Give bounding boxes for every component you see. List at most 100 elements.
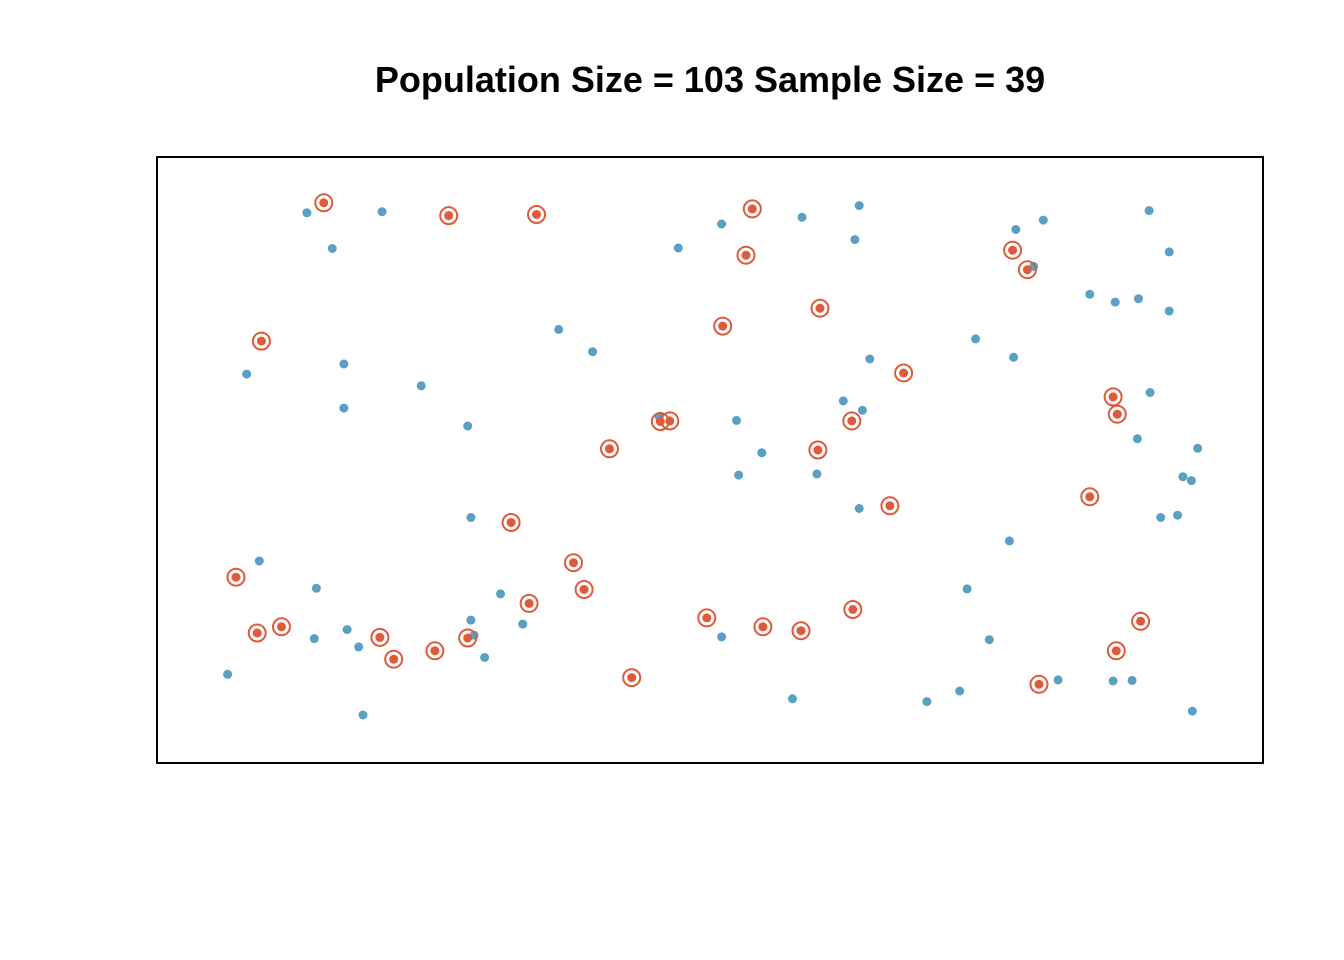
sample-dot <box>655 417 665 426</box>
population-point <box>1011 225 1021 234</box>
sample-point <box>1106 641 1126 661</box>
sample-dot <box>813 445 823 455</box>
population-point <box>757 448 767 458</box>
sample-dot <box>847 416 857 426</box>
sample-point <box>1017 260 1037 280</box>
sample-dot <box>1108 392 1118 402</box>
sample-dot <box>702 613 712 623</box>
sample-dot <box>815 303 825 313</box>
population-point <box>311 583 321 593</box>
sample-dot <box>506 518 516 527</box>
sample-point <box>736 245 756 265</box>
population-point <box>518 619 528 629</box>
sample-dot <box>758 622 768 632</box>
sample-ring <box>697 608 717 628</box>
population-series <box>223 201 1203 720</box>
population-point <box>1132 434 1142 444</box>
population-point <box>254 556 264 566</box>
population-point <box>717 632 727 642</box>
sample-point <box>894 363 914 383</box>
sample-dot <box>463 633 473 643</box>
sample-point <box>660 411 680 431</box>
population-point <box>1164 306 1174 316</box>
population-point <box>1144 206 1154 216</box>
population-point <box>1187 706 1197 716</box>
sample-point <box>1029 674 1049 694</box>
population-point <box>971 334 981 344</box>
population-point <box>962 584 972 594</box>
population-point <box>1108 676 1118 686</box>
population-point <box>463 421 473 431</box>
sample-ring <box>1103 387 1123 407</box>
sample-ring <box>894 363 914 383</box>
sample-dot <box>899 368 909 378</box>
sample-ring <box>810 298 830 318</box>
population-point <box>865 354 875 364</box>
sample-dot <box>718 321 728 331</box>
sample-point <box>247 623 267 643</box>
sample-dot <box>1085 492 1095 502</box>
population-point <box>480 653 490 662</box>
sample-dot <box>389 654 399 664</box>
sample-ring <box>1107 404 1127 424</box>
population-point <box>554 324 564 334</box>
sample-point <box>742 199 762 219</box>
sample-dot <box>1034 679 1044 689</box>
population-point <box>1004 536 1014 546</box>
population-point <box>1009 352 1019 362</box>
sample-ring <box>742 199 762 219</box>
sample-point <box>880 496 900 516</box>
sample-point <box>384 649 404 669</box>
sample-dot <box>430 646 440 656</box>
sample-ring <box>314 193 334 213</box>
population-point <box>302 208 312 218</box>
sample-dot <box>627 673 637 683</box>
sample-ring <box>791 621 811 641</box>
sample-point <box>272 617 291 637</box>
sample-point <box>791 621 811 641</box>
population-point <box>854 201 864 211</box>
sample-dot <box>319 198 329 208</box>
sample-point <box>843 600 863 619</box>
sample-ring <box>1003 240 1023 260</box>
sample-dot <box>256 336 266 346</box>
sample-ring <box>251 331 271 351</box>
sample-ring <box>458 628 478 648</box>
population-point <box>377 207 387 217</box>
sample-dot <box>605 444 614 454</box>
sample-point <box>370 627 390 647</box>
population-point <box>1173 510 1183 520</box>
plot-frame <box>156 156 1264 764</box>
sample-dot <box>231 572 241 582</box>
population-point <box>1193 443 1203 453</box>
population-point <box>984 635 994 645</box>
sample-dot <box>1008 245 1018 255</box>
sample-dot <box>532 210 541 219</box>
sample-point <box>574 580 594 599</box>
sample-dot <box>252 628 262 638</box>
population-point <box>922 697 932 707</box>
population-point <box>1110 297 1120 307</box>
population-point <box>797 212 807 222</box>
sample-point <box>439 206 459 226</box>
sample-ring <box>1029 674 1049 694</box>
sample-dot <box>375 632 385 642</box>
sample-ring <box>736 245 756 265</box>
population-point <box>1164 247 1174 257</box>
sample-ring <box>753 617 773 637</box>
sample-dot <box>885 501 895 511</box>
sample-point <box>810 298 830 318</box>
sample-ring <box>622 668 642 688</box>
population-point <box>1127 675 1137 685</box>
sample-ring <box>439 206 459 226</box>
population-point <box>673 243 683 253</box>
sample-dot <box>796 626 806 636</box>
population-point <box>1134 294 1143 304</box>
sample-ring <box>713 316 733 336</box>
sample-point <box>527 205 546 224</box>
chart-title: Population Size = 103 Sample Size = 39 <box>375 59 1045 100</box>
sample-dot <box>848 605 858 614</box>
sample-dot <box>1022 265 1032 275</box>
sample-ring <box>247 623 267 643</box>
sample-point <box>1003 240 1023 260</box>
